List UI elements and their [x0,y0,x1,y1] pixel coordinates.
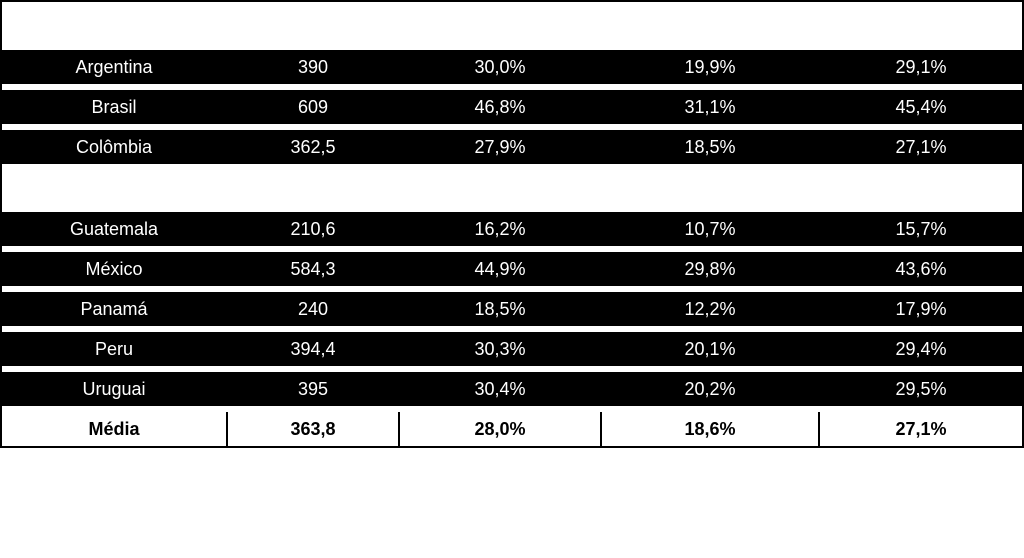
cell-country: México [2,252,228,286]
cell-pct: 30,3% [400,332,602,366]
table-row: Uruguai 395 30,4% 20,2% 29,5% [2,372,1022,406]
cell-country: Guatemala [2,212,228,246]
cell-value: 609 [228,90,400,124]
cell-pct: 12,2% [602,292,820,326]
cell-value: 210,6 [228,212,400,246]
cell-country: Uruguai [2,372,228,406]
cell-value: 395 [228,372,400,406]
cell-country: Panamá [2,292,228,326]
cell-country: Brasil [2,90,228,124]
summary-label: Média [2,412,228,446]
data-table: Argentina 390 30,0% 19,9% 29,1% Brasil 6… [0,0,1024,448]
cell-pct: 27,9% [400,130,602,164]
cell-pct: 30,0% [400,50,602,84]
table-row: Panamá 240 18,5% 12,2% 17,9% [2,292,1022,326]
cell-pct: 44,9% [400,252,602,286]
cell-pct: 16,2% [400,212,602,246]
cell-value: 390 [228,50,400,84]
cell-pct: 46,8% [400,90,602,124]
cell-value: 240 [228,292,400,326]
cell-pct: 10,7% [602,212,820,246]
cell-pct: 45,4% [820,90,1022,124]
cell-pct: 15,7% [820,212,1022,246]
cell-value: 584,3 [228,252,400,286]
table-row: Peru 394,4 30,3% 20,1% 29,4% [2,332,1022,366]
table-row: Brasil 609 46,8% 31,1% 45,4% [2,90,1022,124]
row-gap-large [2,164,1022,212]
cell-pct: 30,4% [400,372,602,406]
summary-pct: 28,0% [400,412,602,446]
cell-pct: 27,1% [820,130,1022,164]
table-row: Guatemala 210,6 16,2% 10,7% 15,7% [2,212,1022,246]
summary-value: 363,8 [228,412,400,446]
summary-row: Média 363,8 28,0% 18,6% 27,1% [2,412,1022,446]
cell-pct: 29,1% [820,50,1022,84]
cell-country: Colômbia [2,130,228,164]
cell-pct: 18,5% [400,292,602,326]
cell-country: Argentina [2,50,228,84]
cell-pct: 17,9% [820,292,1022,326]
cell-value: 394,4 [228,332,400,366]
cell-pct: 31,1% [602,90,820,124]
cell-value: 362,5 [228,130,400,164]
table-row: México 584,3 44,9% 29,8% 43,6% [2,252,1022,286]
summary-pct: 18,6% [602,412,820,446]
cell-pct: 20,1% [602,332,820,366]
table-row: Argentina 390 30,0% 19,9% 29,1% [2,50,1022,84]
cell-pct: 20,2% [602,372,820,406]
cell-pct: 18,5% [602,130,820,164]
cell-pct: 43,6% [820,252,1022,286]
cell-country: Peru [2,332,228,366]
cell-pct: 19,9% [602,50,820,84]
summary-pct: 27,1% [820,412,1022,446]
cell-pct: 29,8% [602,252,820,286]
cell-pct: 29,5% [820,372,1022,406]
table-row: Colômbia 362,5 27,9% 18,5% 27,1% [2,130,1022,164]
cell-pct: 29,4% [820,332,1022,366]
